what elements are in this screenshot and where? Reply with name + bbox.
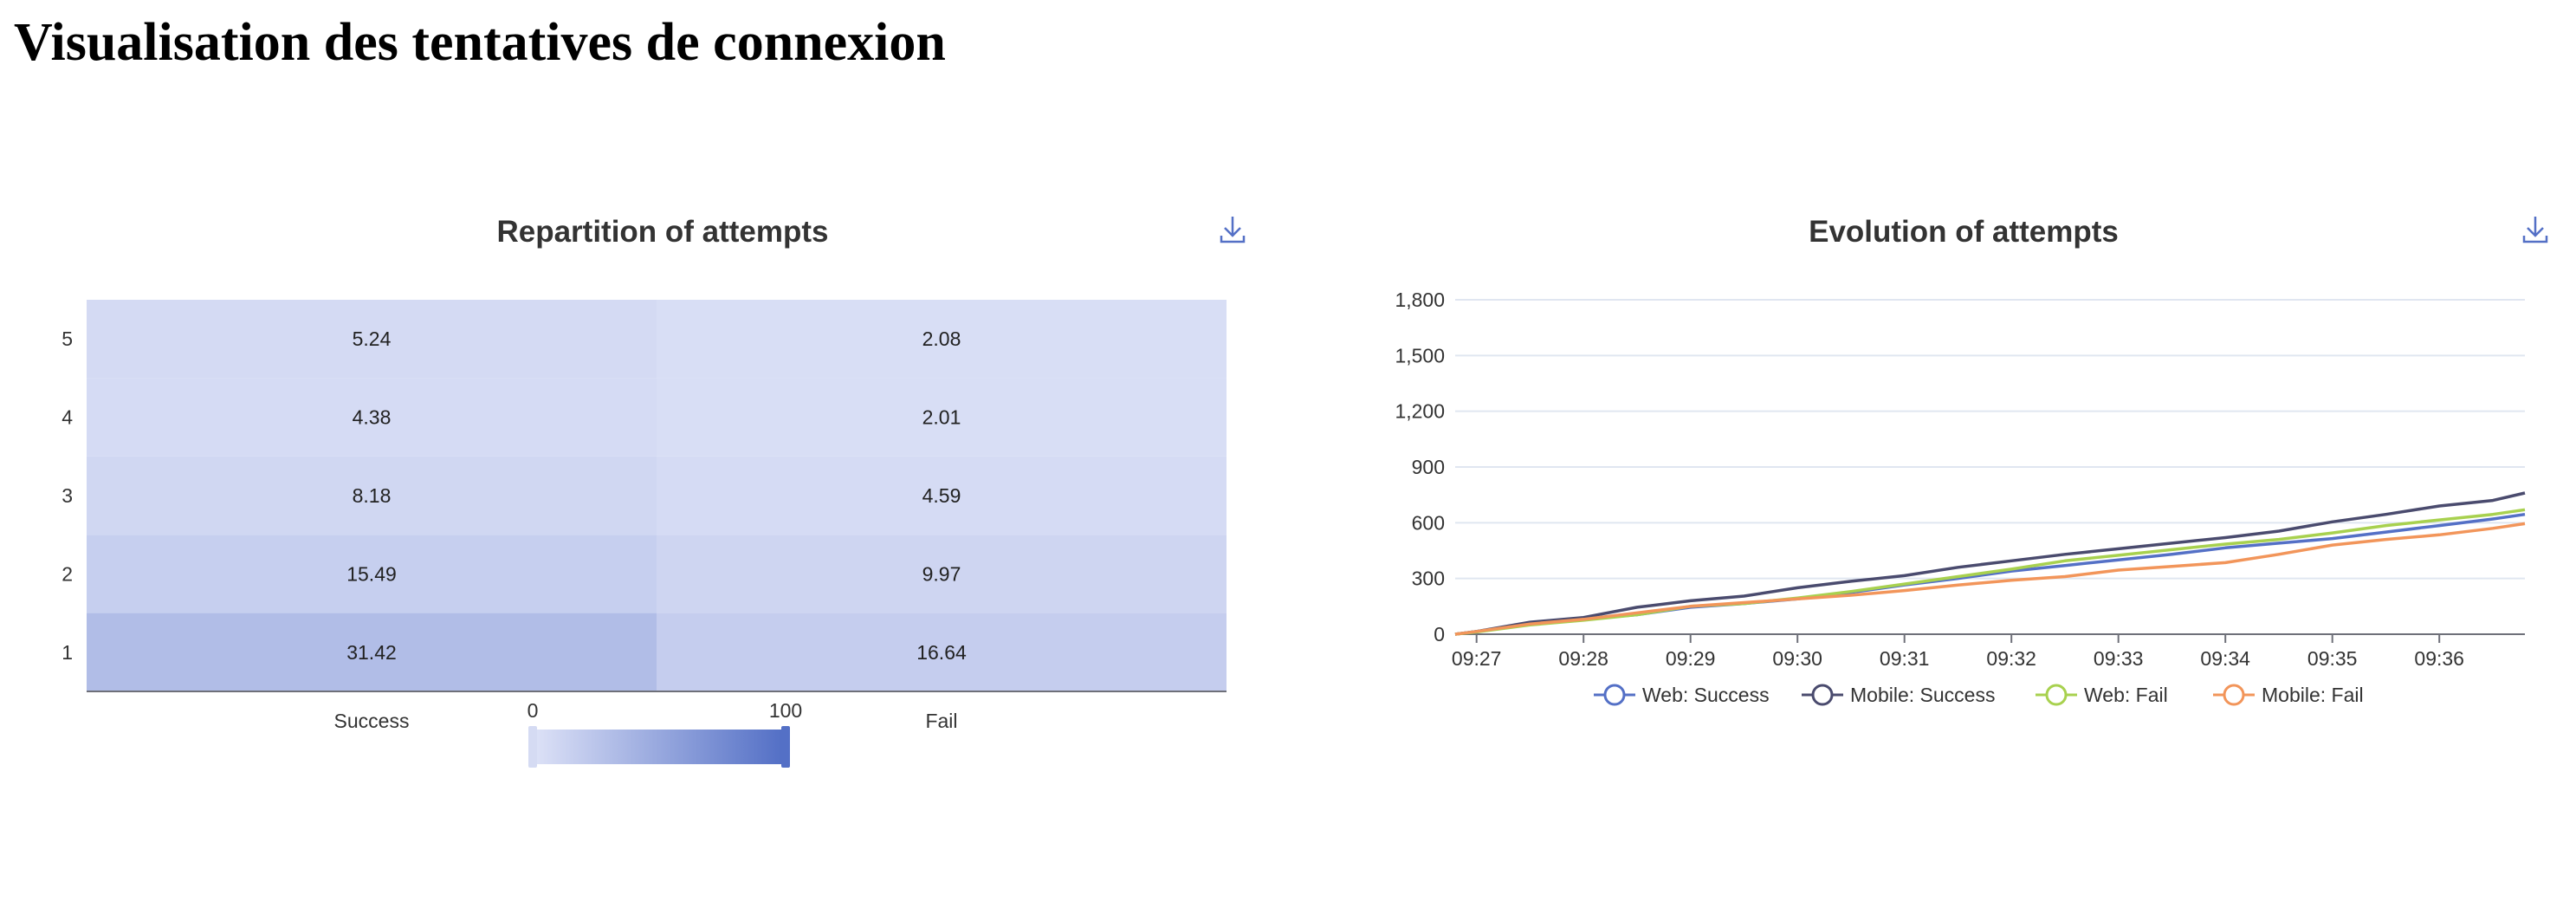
line-chart-x-tick-label: 09:36	[2414, 647, 2464, 670]
legend-marker-icon	[2045, 684, 2068, 706]
line-chart-title: Evolution of attempts	[1809, 215, 2119, 249]
heatmap-cell[interactable]	[657, 456, 1227, 535]
heatmap-cell-label: 9.97	[922, 562, 961, 585]
heatmap-cell[interactable]	[87, 378, 657, 457]
legend-item[interactable]: Web: Success	[1594, 684, 1770, 706]
line-chart-container: Evolution of attempts 0 300 600 900 1,200 1,50…	[1299, 165, 2576, 823]
line-chart-x-tick-label: 09:31	[1880, 647, 1930, 670]
heatmap-title: Repartition of attempts	[496, 215, 828, 249]
line-chart-x-tick-label: 09:29	[1666, 647, 1716, 670]
heatmap-y-tick-label: 2	[61, 562, 73, 585]
page-title: Visualisation des tentatives de connexio…	[14, 13, 946, 72]
heatmap-cell[interactable]	[657, 378, 1227, 457]
line-series-mobile-success[interactable]	[1454, 491, 2526, 636]
legend-label: Web: Fail	[2084, 684, 2168, 706]
line-chart: Evolution of attempts 0 300 600 900 1,200 1,50…	[1395, 215, 2548, 706]
line-chart-y-tick-label: 900	[1412, 456, 1445, 478]
heatmap-chart-container: Repartition of attempts 5.24 2.08 4.38 2.01 8…	[0, 165, 1282, 823]
legend-label: Mobile: Fail	[2262, 684, 2364, 706]
heatmap-cell[interactable]	[657, 613, 1227, 691]
legend-item[interactable]: Mobile: Fail	[2213, 684, 2364, 706]
line-chart-x-tick-label: 09:35	[2307, 647, 2358, 670]
heatmap-x-tick-label: Fail	[925, 710, 957, 732]
heatmap-cell-label: 2.01	[922, 406, 961, 429]
line-chart-x-tick-label: 09:27	[1452, 647, 1502, 670]
legend-label: Web: Success	[1642, 684, 1770, 706]
line-chart-x-tick-label: 09:28	[1558, 647, 1608, 670]
download-icon[interactable]	[1220, 217, 1246, 243]
heatmap-cell-label: 8.18	[353, 484, 392, 507]
heatmap-y-tick-label: 1	[61, 641, 73, 664]
heatmap-visualmap-handle-max[interactable]	[781, 726, 790, 768]
line-series-mobile-fail[interactable]	[1454, 522, 2526, 636]
line-chart-y-tick-label: 600	[1412, 511, 1445, 534]
heatmap-cell[interactable]	[657, 300, 1227, 379]
legend-marker-icon	[2223, 684, 2245, 706]
heatmap-visualmap-handle-min[interactable]	[528, 726, 537, 768]
download-icon-glyph	[2522, 217, 2548, 243]
legend-item[interactable]: Web: Fail	[2036, 684, 2168, 706]
heatmap-cell-label: 4.38	[353, 406, 392, 429]
heatmap-cell[interactable]	[87, 613, 657, 691]
heatmap-visualmap-min-label: 0	[527, 699, 539, 722]
download-icon[interactable]	[2522, 217, 2548, 243]
legend-label: Mobile: Success	[1850, 684, 1995, 706]
heatmap-cell-label: 16.64	[916, 641, 967, 664]
line-chart-y-tick-label: 1,500	[1395, 344, 1445, 366]
heatmap-cell[interactable]	[87, 300, 657, 379]
heatmap-x-tick-label: Success	[334, 710, 410, 732]
heatmap-cell[interactable]	[87, 456, 657, 535]
legend-marker-icon	[1811, 684, 1834, 706]
heatmap-visualmap-bar[interactable]	[537, 730, 781, 764]
line-chart-x-tick-label: 09:30	[1772, 647, 1822, 670]
heatmap-cell-label: 5.24	[353, 328, 392, 350]
heatmap-y-tick-label: 4	[61, 406, 73, 429]
heatmap-cell-label: 2.08	[922, 328, 961, 350]
line-chart-y-tick-label: 0	[1434, 623, 1445, 645]
line-chart-x-tick-label: 09:34	[2200, 647, 2250, 670]
heatmap-cell-label: 4.59	[922, 484, 961, 507]
line-chart-x-tick-label: 09:32	[1986, 647, 2036, 670]
heatmap-cell[interactable]	[657, 535, 1227, 613]
heatmap-cell-label: 15.49	[346, 562, 397, 585]
line-chart-x-tick-label: 09:33	[2094, 647, 2144, 670]
heatmap-chart: Repartition of attempts 5.24 2.08 4.38 2.01 8…	[61, 215, 1246, 768]
legend-item[interactable]: Mobile: Success	[1802, 684, 1995, 706]
heatmap-cell[interactable]	[87, 535, 657, 613]
heatmap-visualmap-max-label: 100	[769, 699, 802, 722]
line-chart-y-tick-label: 300	[1412, 568, 1445, 590]
line-chart-y-tick-label: 1,200	[1395, 400, 1445, 423]
heatmap-cell-label: 31.42	[346, 641, 397, 664]
line-chart-y-tick-label: 1,800	[1395, 289, 1445, 311]
download-icon-glyph	[1220, 217, 1246, 243]
heatmap-y-tick-label: 3	[61, 484, 73, 507]
heatmap-y-tick-label: 5	[61, 328, 73, 350]
legend-marker-icon	[1603, 684, 1626, 706]
